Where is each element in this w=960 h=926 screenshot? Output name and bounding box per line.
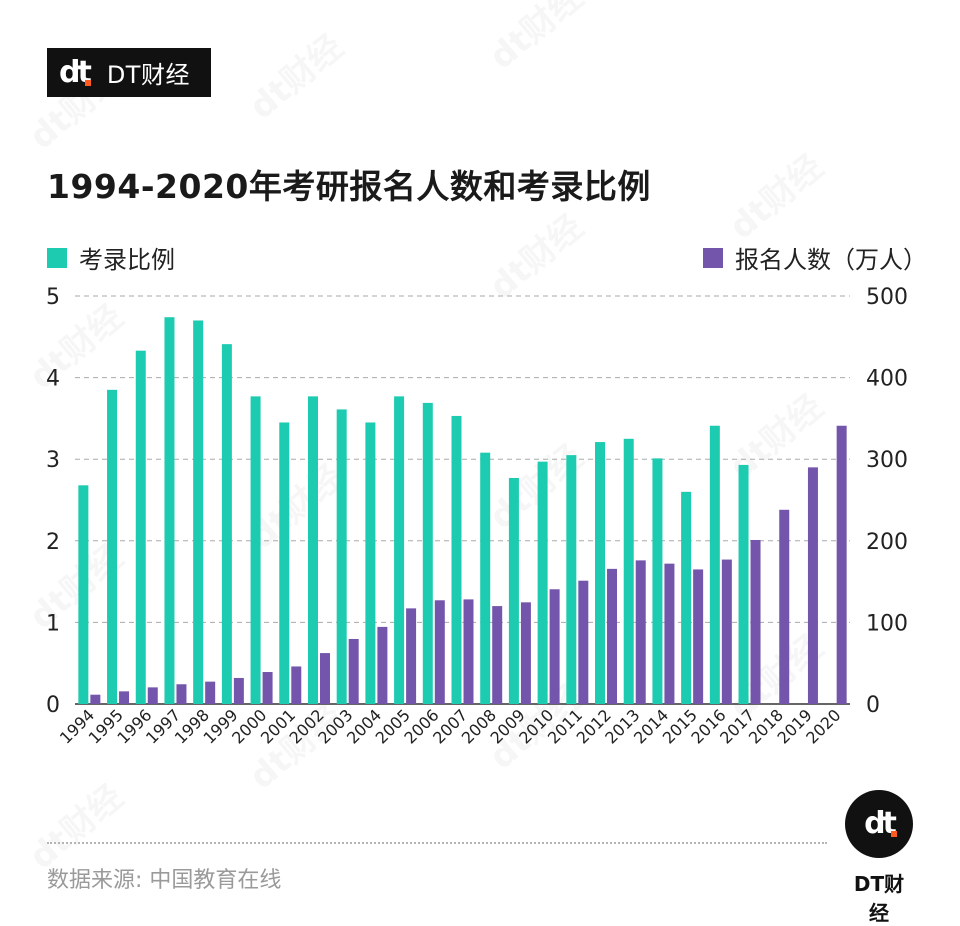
- legend-swatch-ratio: [47, 247, 67, 268]
- bar-applicants: [750, 539, 761, 704]
- bar-applicants: [578, 580, 589, 704]
- bar-ratio: [279, 422, 290, 704]
- legend-swatch-applicants: [703, 247, 723, 268]
- y-right-tick-label: 300: [866, 448, 908, 473]
- footer-logo-icon: dt: [845, 790, 913, 858]
- bar-applicants: [607, 568, 618, 704]
- legend-item-applicants: 报名人数（万人）: [703, 240, 927, 275]
- y-left-tick-label: 2: [46, 530, 60, 555]
- bar-applicants: [406, 608, 417, 704]
- y-left-tick-label: 3: [46, 448, 60, 473]
- bar-ratio: [250, 396, 261, 704]
- y-left-tick-label: 4: [46, 367, 60, 392]
- bar-ratio: [566, 455, 577, 704]
- bar-applicants: [377, 626, 388, 704]
- brand-header: dt DT财经: [47, 48, 211, 97]
- data-source: 数据来源: 中国教育在线: [47, 868, 282, 893]
- bar-ratio: [595, 442, 606, 704]
- legend-item-ratio: 考录比例: [47, 240, 175, 275]
- y-right-tick-label: 400: [866, 367, 908, 392]
- bar-ratio: [336, 409, 347, 704]
- legend-label-ratio: 考录比例: [79, 246, 175, 274]
- bar-ratio: [508, 477, 519, 704]
- bar-applicants: [205, 681, 216, 704]
- chart-title: 1994-2020年考研报名人数和考录比例: [47, 167, 651, 206]
- bar-applicants: [779, 509, 790, 704]
- bar-applicants: [147, 687, 158, 704]
- bar-applicants: [348, 638, 359, 704]
- bar-applicants: [520, 602, 531, 704]
- bar-applicants: [291, 666, 302, 704]
- bar-applicants: [176, 684, 187, 704]
- bar-ratio: [193, 320, 204, 704]
- y-right-tick-label: 200: [866, 530, 908, 555]
- bar-ratio: [537, 461, 548, 704]
- bar-applicants: [119, 691, 130, 704]
- bar-ratio: [221, 344, 232, 704]
- bar-ratio: [394, 396, 405, 704]
- y-right-tick-label: 100: [866, 611, 908, 636]
- y-right-tick-label: 500: [866, 285, 908, 310]
- bar-applicants: [434, 600, 445, 704]
- bar-ratio: [78, 485, 89, 704]
- bar-ratio: [135, 350, 146, 704]
- bar-applicants: [233, 677, 244, 704]
- bar-applicants: [807, 467, 818, 704]
- bar-ratio: [652, 458, 663, 704]
- brand-name: DT财经: [106, 61, 190, 89]
- bar-applicants: [664, 563, 675, 704]
- bar-applicants: [721, 559, 732, 704]
- bar-ratio: [480, 452, 491, 704]
- y-left-tick-label: 0: [46, 693, 60, 718]
- bar-ratio: [738, 464, 749, 704]
- bar-applicants: [90, 694, 101, 704]
- y-left-tick-label: 5: [46, 285, 60, 310]
- legend-label-applicants: 报名人数（万人）: [735, 246, 927, 274]
- bar-ratio: [307, 396, 318, 704]
- bar-applicants: [319, 653, 330, 704]
- bar-ratio: [681, 491, 692, 704]
- chart-canvas: 0123450100200300400500199419951996199719…: [46, 285, 908, 748]
- bar-applicants: [693, 569, 704, 704]
- brand-logo-icon: dt: [59, 54, 92, 90]
- bar-ratio: [365, 422, 376, 704]
- bar-applicants: [836, 425, 847, 704]
- footer-divider: [47, 842, 827, 844]
- bar-applicants: [262, 672, 273, 704]
- bar-ratio: [422, 402, 433, 704]
- bar-ratio: [709, 425, 720, 704]
- y-left-tick-label: 1: [46, 611, 60, 636]
- y-right-tick-label: 0: [866, 693, 880, 718]
- bar-ratio: [107, 389, 118, 704]
- footer-brand-name: DT财经: [853, 872, 905, 925]
- bar-applicants: [492, 606, 503, 704]
- bar-applicants: [635, 560, 646, 704]
- bar-applicants: [549, 589, 560, 704]
- bar-ratio: [164, 317, 175, 704]
- bar-applicants: [463, 599, 474, 704]
- bar-ratio: [451, 415, 462, 704]
- bar-ratio: [623, 438, 634, 704]
